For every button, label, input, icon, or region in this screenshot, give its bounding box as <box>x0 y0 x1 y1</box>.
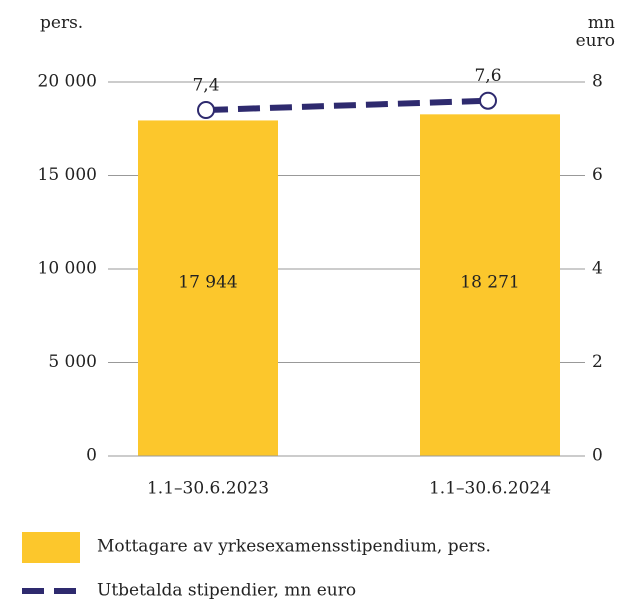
bar-value-label: 17 944 <box>178 273 237 293</box>
y2-tick-label: 6 <box>592 165 603 185</box>
y-tick-label: 5 000 <box>48 352 97 372</box>
y-tick-label: 20 000 <box>38 72 97 92</box>
y-tick-label: 0 <box>86 446 97 466</box>
legend-label: Utbetalda stipendier, mn euro <box>97 581 356 601</box>
y2-tick-label: 2 <box>592 352 603 372</box>
y-axis-label: pers. <box>40 13 84 33</box>
y-tick-label: 10 000 <box>38 259 97 279</box>
y2-tick-label: 0 <box>592 446 603 466</box>
legend-swatch <box>22 532 80 563</box>
line-value-label: 7,6 <box>474 66 501 86</box>
line-marker <box>479 91 497 110</box>
line-marker <box>197 101 215 120</box>
bar <box>420 114 560 456</box>
y-tick-label: 15 000 <box>38 165 97 185</box>
bar-value-label: 18 271 <box>460 273 519 293</box>
y2-tick-label: 4 <box>592 259 603 279</box>
legend-label: Mottagare av yrkesexamensstipendium, per… <box>97 537 491 557</box>
line <box>205 97 489 114</box>
line-value-label: 7,4 <box>192 76 219 96</box>
bar <box>138 120 278 456</box>
x-tick-label: 1.1–30.6.2023 <box>147 479 269 499</box>
x-tick-label: 1.1–30.6.2024 <box>429 479 551 499</box>
y2-tick-label: 8 <box>592 72 603 92</box>
y2-axis-label: mn euro <box>575 13 615 51</box>
